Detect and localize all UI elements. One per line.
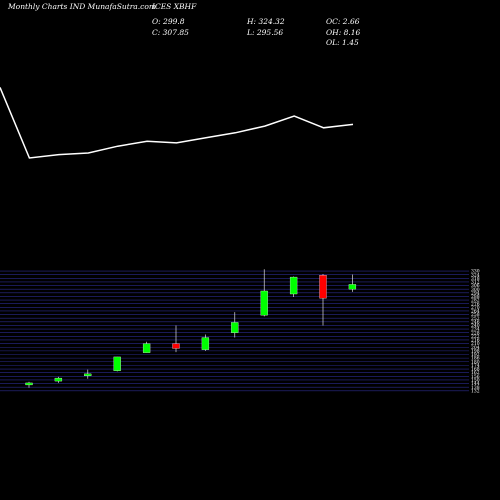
y-tick-label: 306 <box>471 283 480 289</box>
symbol-label: ICES XBHF <box>151 2 197 11</box>
line-series-layer <box>0 87 354 159</box>
candle-body <box>25 382 33 386</box>
y-tick-label: 276 <box>471 301 480 307</box>
y-tick-label: 132 <box>471 388 480 394</box>
y-tick-label: 300 <box>471 287 480 293</box>
y-tick-label: 324 <box>471 272 480 278</box>
candle-body <box>201 337 210 350</box>
y-tick-label: 228 <box>471 330 480 336</box>
y-tick-label: 288 <box>471 294 480 300</box>
y-tick-label: 330 <box>471 269 480 275</box>
candle-body <box>84 373 92 377</box>
close-label: C: 307.85 <box>152 28 189 37</box>
y-tick-label: 264 <box>471 309 480 315</box>
candle-body <box>172 343 180 349</box>
y-tick-label: 210 <box>471 341 480 347</box>
candle-body <box>231 322 239 333</box>
y-tick-label: 246 <box>471 319 480 325</box>
candle-body <box>319 275 327 299</box>
y-tick-label: 258 <box>471 312 480 318</box>
y-tick-label: 216 <box>471 338 480 344</box>
oc-label: OC: 2.66 <box>326 17 360 26</box>
candle-body <box>348 284 357 290</box>
y-tick-label: 282 <box>471 298 480 304</box>
candle-body <box>54 377 63 382</box>
candle-body <box>113 356 121 371</box>
oh-label: OH: 8.16 <box>326 28 361 37</box>
price-line <box>0 87 354 159</box>
candle-layer <box>25 269 357 388</box>
y-tick-label: 240 <box>471 323 480 329</box>
y-tick-label: 234 <box>471 327 480 333</box>
y-tick-label: 222 <box>471 334 480 340</box>
y-tick-label: 294 <box>471 290 480 296</box>
y-tick-label: 162 <box>471 370 480 376</box>
y-tick-label: 180 <box>471 359 480 365</box>
candle-body <box>289 276 298 295</box>
y-tick-label: 138 <box>471 385 480 391</box>
y-tick-label: 204 <box>471 345 480 351</box>
y-tick-label: 174 <box>471 363 480 369</box>
ol-label: OL: 1.45 <box>326 38 359 47</box>
tick-label-layer: 3303243183123063002942882822762702642582… <box>471 269 480 395</box>
y-tick-label: 270 <box>471 305 480 311</box>
open-label: O: 299.8 <box>152 17 185 26</box>
y-tick-label: 150 <box>471 378 480 384</box>
y-tick-label: 156 <box>471 374 480 380</box>
y-tick-label: 168 <box>471 367 480 373</box>
y-tick-label: 144 <box>471 381 480 387</box>
y-tick-label: 192 <box>471 352 480 358</box>
y-tick-label: 186 <box>471 356 480 362</box>
y-tick-label: 318 <box>471 276 480 282</box>
candle-body <box>142 343 151 353</box>
y-tick-label: 198 <box>471 348 480 354</box>
y-tick-label: 252 <box>471 316 480 322</box>
high-label: H: 324.32 <box>246 17 285 26</box>
low-label: L: 295.56 <box>246 28 283 37</box>
candle-body <box>260 290 268 316</box>
site-label: Monthly Charts IND MunafaSutra.com <box>7 2 156 11</box>
y-tick-label: 312 <box>471 280 480 286</box>
